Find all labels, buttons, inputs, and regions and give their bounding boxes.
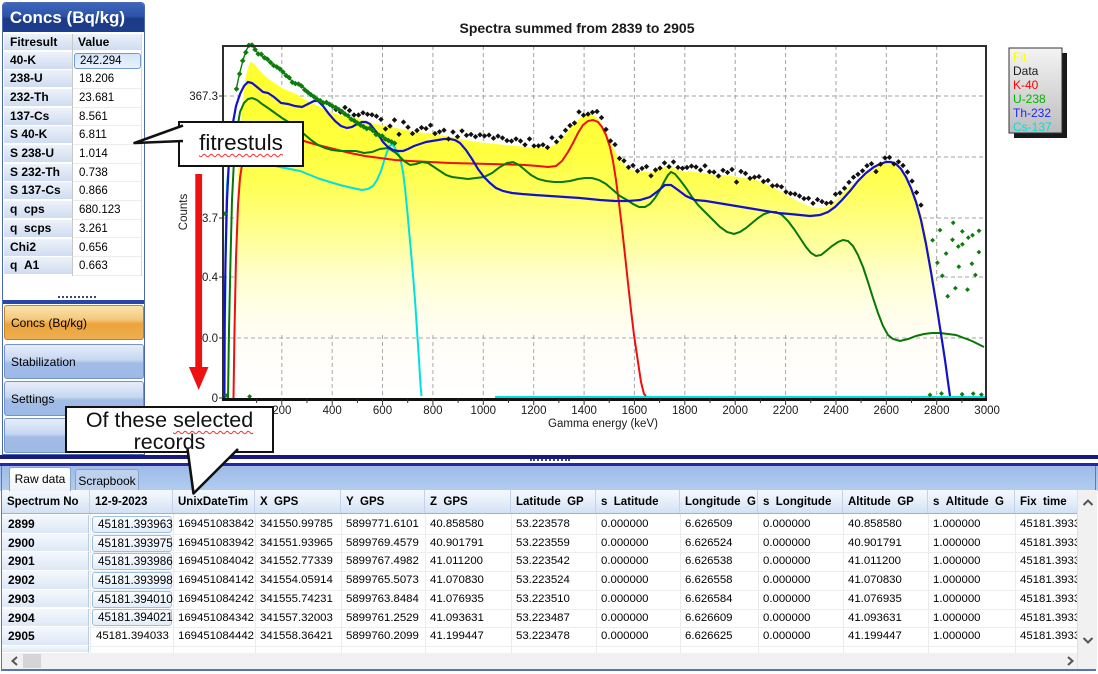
svg-text:1400: 1400 <box>571 405 597 417</box>
svg-text:367.3: 367.3 <box>189 91 218 103</box>
svg-text:2400: 2400 <box>823 405 849 417</box>
svg-text:2600: 2600 <box>874 405 900 417</box>
svg-text:Counts: Counts <box>178 194 190 231</box>
svg-text:1000: 1000 <box>471 405 497 417</box>
svg-text:0.0: 0.0 <box>202 333 218 345</box>
svg-text:Spectra summed from 2839 to 29: Spectra summed from 2839 to 2905 <box>460 20 695 36</box>
svg-text:400: 400 <box>323 405 342 417</box>
svg-text:Cs-137: Cs-137 <box>1013 120 1052 134</box>
svg-text:2000: 2000 <box>722 405 748 417</box>
svg-text:Data: Data <box>1013 64 1039 78</box>
svg-text:600: 600 <box>373 405 392 417</box>
svg-text:1800: 1800 <box>672 405 698 417</box>
svg-text:1200: 1200 <box>521 405 547 417</box>
svg-text:1600: 1600 <box>622 405 648 417</box>
svg-text:800: 800 <box>423 405 442 417</box>
svg-text:K-40: K-40 <box>1013 78 1039 92</box>
svg-text:3000: 3000 <box>974 405 1000 417</box>
svg-text:3.7: 3.7 <box>202 213 218 225</box>
svg-text:200: 200 <box>272 405 291 417</box>
svg-text:Gamma energy (keV): Gamma energy (keV) <box>548 418 658 430</box>
svg-text:Fit: Fit <box>1013 50 1027 64</box>
svg-text:2800: 2800 <box>924 405 950 417</box>
svg-text:U-238: U-238 <box>1013 92 1046 106</box>
svg-text:0.4: 0.4 <box>202 272 219 284</box>
svg-text:2200: 2200 <box>773 405 799 417</box>
svg-text:0: 0 <box>212 393 218 405</box>
svg-text:Th-232: Th-232 <box>1013 106 1051 120</box>
